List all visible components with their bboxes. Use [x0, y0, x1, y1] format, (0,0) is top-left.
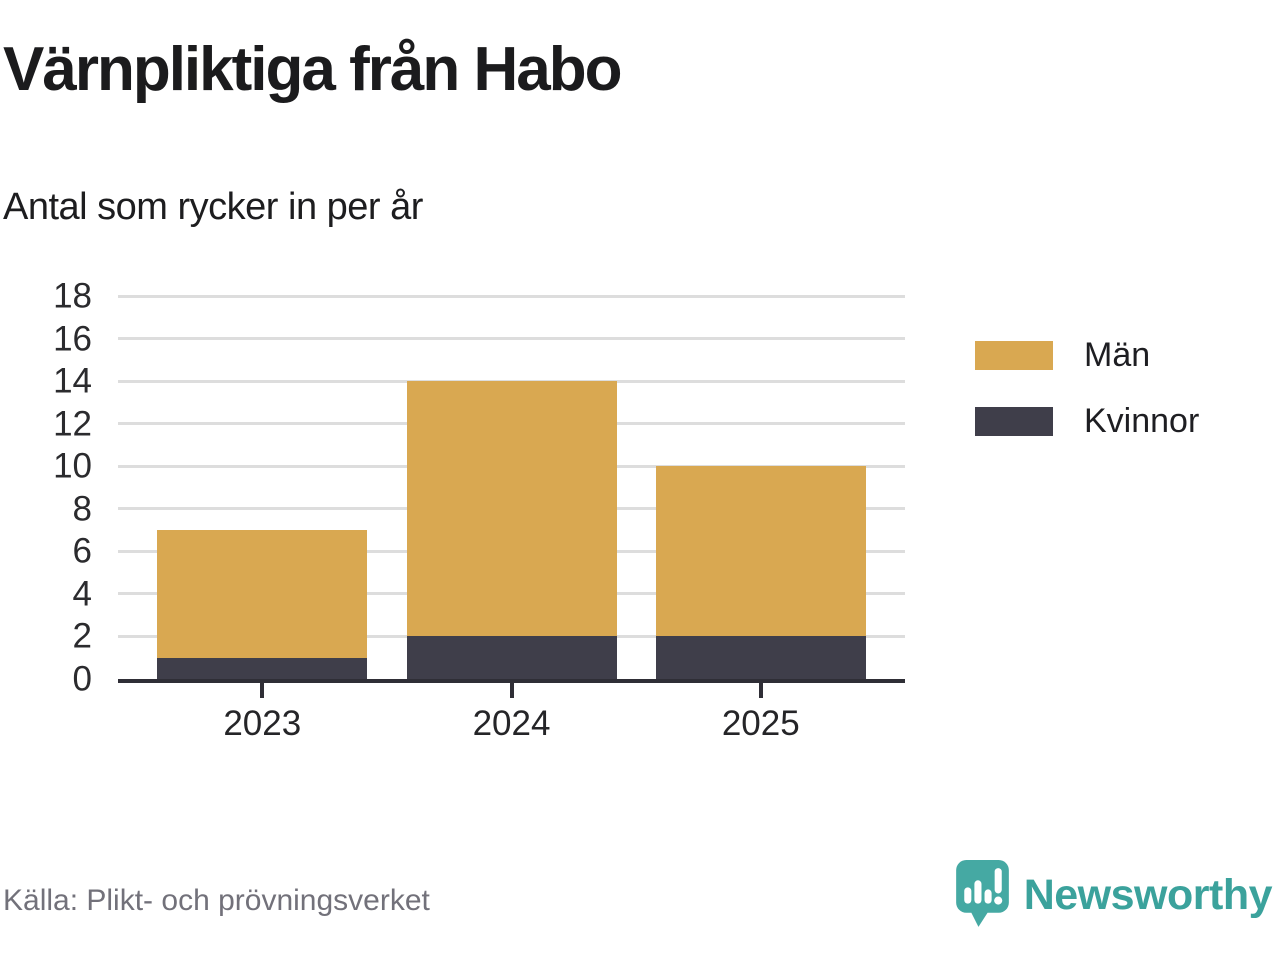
y-tick-label: 4	[72, 574, 92, 614]
bar-segment-kvinnor-2024	[406, 636, 617, 679]
bar-segment-män-2024	[406, 381, 617, 637]
y-tick-label: 16	[53, 319, 92, 359]
x-tick-2023: 2023	[157, 683, 367, 744]
x-axis: 2023 2024 2025	[118, 683, 905, 744]
legend-item-kvinnor: Kvinnor	[975, 402, 1199, 441]
y-tick-label: 10	[53, 446, 92, 486]
legend-item-män: Män	[975, 336, 1199, 375]
x-tick-label: 2025	[721, 704, 800, 743]
newsworthy-logo: Newsworthy	[954, 858, 1273, 933]
bar-2025	[655, 296, 866, 679]
x-tick-mark	[509, 683, 514, 698]
gridline-18	[118, 294, 905, 298]
chart-subtitle: Antal som rycker in per år	[3, 186, 423, 228]
bar-segment-män-2023	[157, 530, 368, 658]
legend-swatch	[975, 407, 1053, 436]
y-tick-label: 8	[72, 489, 92, 529]
bar-2023	[157, 296, 368, 679]
y-axis: 0 2 4 6 8 10 12 14 16 18	[0, 279, 92, 697]
legend-label: Kvinnor	[1084, 402, 1200, 440]
y-tick-label: 14	[53, 361, 92, 401]
bar-segment-män-2025	[655, 466, 866, 637]
y-tick-label: 6	[72, 531, 92, 571]
bar-segment-kvinnor-2023	[157, 657, 368, 679]
x-tick-mark	[260, 683, 265, 698]
y-tick-label: 2	[72, 616, 92, 656]
x-tick-2025: 2025	[656, 683, 866, 744]
stacked-bar-chart: 0 2 4 6 8 10 12 14 16 18 2023 2024 2025	[0, 279, 910, 746]
legend-swatch	[975, 341, 1053, 370]
y-tick-label: 0	[72, 659, 92, 699]
newsworthy-logo-text: Newsworthy	[1023, 871, 1273, 919]
plot-area	[118, 294, 905, 683]
chart-legend: Män Kvinnor	[975, 336, 1199, 468]
y-tick-label: 12	[53, 404, 92, 444]
source-caption: Källa: Plikt- och prövningsverket	[3, 884, 430, 917]
gridline-16	[118, 337, 905, 341]
legend-label: Män	[1084, 336, 1151, 374]
bar-segment-kvinnor-2025	[655, 636, 866, 679]
newsworthy-chart-bubble-icon	[954, 858, 1011, 933]
y-tick-label: 18	[53, 276, 92, 316]
x-tick-mark	[758, 683, 763, 698]
x-tick-label: 2024	[472, 704, 551, 743]
bar-2024	[406, 296, 617, 679]
x-tick-2024: 2024	[407, 683, 617, 744]
x-tick-label: 2023	[223, 704, 302, 743]
chart-title: Värnpliktiga från Habo	[3, 35, 622, 104]
